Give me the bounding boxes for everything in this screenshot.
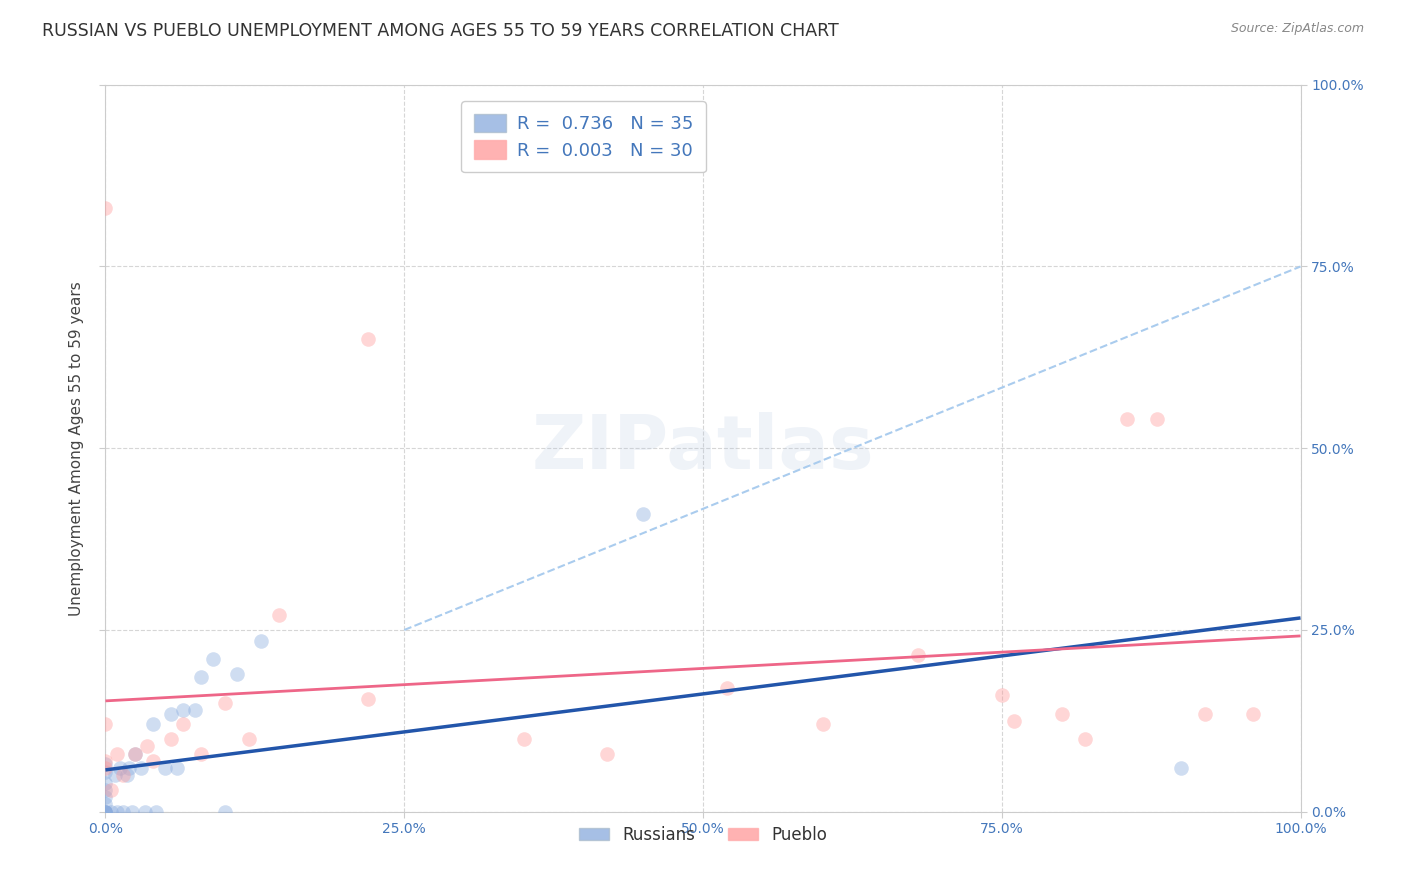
Point bbox=[190, 747, 212, 761]
Point bbox=[160, 731, 183, 746]
Point bbox=[107, 805, 129, 819]
Point bbox=[596, 747, 619, 761]
Point bbox=[104, 768, 127, 782]
Point bbox=[190, 670, 212, 684]
Point bbox=[811, 717, 834, 731]
Point bbox=[108, 761, 131, 775]
Point bbox=[134, 805, 156, 819]
Point bbox=[153, 761, 177, 775]
Point bbox=[94, 754, 117, 768]
Point bbox=[94, 757, 117, 772]
Point bbox=[112, 805, 135, 819]
Point bbox=[94, 775, 117, 789]
Point bbox=[160, 706, 183, 721]
Point bbox=[94, 805, 117, 819]
Point bbox=[136, 739, 159, 754]
Point bbox=[112, 768, 135, 782]
Point bbox=[107, 747, 129, 761]
Point bbox=[94, 790, 117, 805]
Point bbox=[238, 731, 260, 746]
Point bbox=[94, 783, 117, 797]
Point bbox=[94, 202, 117, 216]
Point bbox=[94, 764, 117, 779]
Point bbox=[1170, 761, 1192, 775]
Point bbox=[214, 805, 236, 819]
Point bbox=[214, 696, 236, 710]
Point bbox=[121, 805, 143, 819]
Point bbox=[1116, 412, 1139, 426]
Point bbox=[716, 681, 738, 695]
Point bbox=[225, 666, 249, 681]
Point bbox=[633, 507, 655, 521]
Point bbox=[907, 648, 929, 663]
Point bbox=[267, 608, 290, 623]
Point bbox=[94, 805, 117, 819]
Point bbox=[172, 703, 194, 717]
Point bbox=[94, 761, 117, 775]
Y-axis label: Unemployment Among Ages 55 to 59 years: Unemployment Among Ages 55 to 59 years bbox=[69, 281, 84, 615]
Point bbox=[129, 761, 153, 775]
Text: Source: ZipAtlas.com: Source: ZipAtlas.com bbox=[1230, 22, 1364, 36]
Point bbox=[1050, 706, 1073, 721]
Point bbox=[1241, 706, 1264, 721]
Point bbox=[202, 652, 225, 666]
Point bbox=[184, 703, 207, 717]
Point bbox=[145, 805, 167, 819]
Point bbox=[166, 761, 188, 775]
Legend: Russians, Pueblo: Russians, Pueblo bbox=[572, 820, 834, 851]
Point bbox=[94, 805, 117, 819]
Point bbox=[172, 717, 194, 731]
Point bbox=[1074, 731, 1097, 746]
Point bbox=[94, 797, 117, 812]
Point bbox=[94, 717, 117, 731]
Point bbox=[124, 747, 146, 761]
Point bbox=[1002, 714, 1025, 728]
Point bbox=[990, 689, 1012, 703]
Point bbox=[115, 768, 138, 782]
Point bbox=[118, 761, 141, 775]
Point bbox=[142, 754, 165, 768]
Point bbox=[250, 633, 273, 648]
Point bbox=[357, 332, 380, 346]
Text: ZIPatlas: ZIPatlas bbox=[531, 412, 875, 484]
Point bbox=[94, 805, 117, 819]
Text: RUSSIAN VS PUEBLO UNEMPLOYMENT AMONG AGES 55 TO 59 YEARS CORRELATION CHART: RUSSIAN VS PUEBLO UNEMPLOYMENT AMONG AGE… bbox=[42, 22, 839, 40]
Point bbox=[124, 747, 146, 761]
Point bbox=[100, 783, 122, 797]
Point bbox=[1194, 706, 1216, 721]
Point bbox=[357, 692, 380, 706]
Point bbox=[142, 717, 165, 731]
Point bbox=[100, 805, 122, 819]
Point bbox=[1146, 412, 1168, 426]
Point bbox=[513, 731, 536, 746]
